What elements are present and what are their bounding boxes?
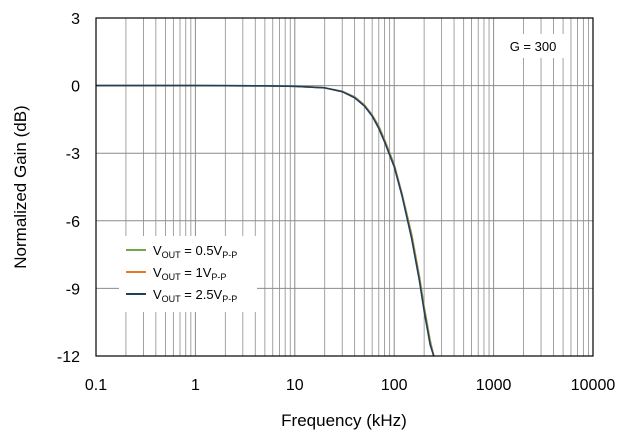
x-tick-label: 100 [381, 377, 408, 394]
annotation-text: G = 300 [510, 39, 557, 54]
legend-label-3: VOUT = 2.5VP-P [153, 287, 237, 304]
y-tick-label: -9 [66, 281, 80, 298]
legend: VOUT = 0.5VP-P VOUT = 1VP-P VOUT = 2.5VP-P [119, 236, 257, 312]
y-tick-label: -6 [66, 214, 80, 231]
x-tick-label: 0.1 [85, 377, 107, 394]
y-tick-label: -12 [57, 349, 80, 366]
legend-label-1: VOUT = 0.5VP-P [153, 243, 237, 260]
x-tick-label: 10 [286, 377, 304, 394]
legend-label-2: VOUT = 1VP-P [153, 265, 226, 282]
series-lines [96, 84, 435, 357]
x-tick-label: 10000 [571, 377, 616, 394]
x-tick-label: 1000 [476, 377, 512, 394]
y-tick-label: 0 [71, 79, 80, 96]
y-tick-label: -3 [66, 146, 80, 163]
x-tick-label: 1 [191, 377, 200, 394]
series-line-3 [96, 84, 435, 357]
x-axis-title: Frequency (kHz) [281, 411, 407, 430]
y-axis-title: Normalized Gain (dB) [11, 105, 30, 268]
y-tick-label: 3 [71, 11, 80, 28]
plot-border [95, 17, 594, 357]
annotation-box: G = 300 [500, 34, 566, 58]
tick-labels: 0.1 1 10 100 1000 10000 3 0 -3 -6 -9 -12 [57, 11, 615, 394]
